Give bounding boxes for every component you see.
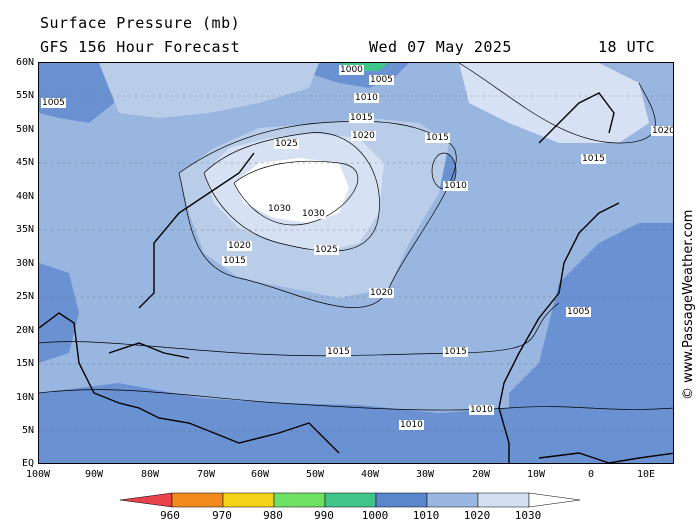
- isobar-label: 1020: [369, 288, 394, 298]
- coast-us-east: [138, 152, 255, 309]
- lat-label: 15N: [15, 358, 34, 369]
- legend-swatch-1000: [324, 492, 377, 508]
- isobar-1020: [178, 120, 457, 308]
- isobar-label: 1025: [274, 139, 299, 149]
- pressure-map-svg: [39, 63, 673, 463]
- lat-label: EQ: [21, 458, 34, 469]
- isobar-label: 1015: [326, 347, 351, 357]
- pressure-map: 1005 1000 1005 1010 1015 1020 1025 1030 …: [38, 62, 674, 464]
- forecast-time: 18 UTC: [598, 38, 656, 56]
- legend-swatch-1030: [477, 492, 530, 508]
- isobar-label: 1010: [399, 420, 424, 430]
- lon-label: 90W: [84, 469, 104, 480]
- lat-label: 25N: [15, 291, 34, 302]
- isobar-label: 1030: [301, 209, 326, 219]
- lon-label: 50W: [305, 469, 325, 480]
- legend-label: 1000: [361, 509, 389, 522]
- lon-label: 30W: [415, 469, 435, 480]
- pressure-zone-1025-ne: [459, 63, 649, 143]
- isobar-label: 1010: [469, 405, 494, 415]
- pressure-zone-1010-africa: [509, 223, 673, 463]
- isobar-label: 1015: [443, 347, 468, 357]
- isobar-label: 1025: [314, 245, 339, 255]
- isobar-label: 1000: [339, 65, 364, 75]
- isobar-label: 1005: [41, 98, 66, 108]
- isobar-1010-south: [39, 389, 673, 411]
- lat-label: 55N: [15, 90, 34, 101]
- lat-label: 50N: [15, 124, 34, 135]
- lat-label: 40N: [15, 191, 34, 202]
- legend-label: 990: [314, 509, 334, 522]
- legend-colorbar: [119, 492, 581, 508]
- legend-label: 1030: [514, 509, 542, 522]
- legend-label: 1020: [463, 509, 491, 522]
- forecast-date: Wed 07 May 2025: [369, 38, 512, 56]
- isobar-label: 1015: [581, 154, 606, 164]
- lat-label: 45N: [15, 157, 34, 168]
- lat-label: 35N: [15, 224, 34, 235]
- isobar-label: 1015: [425, 133, 450, 143]
- isobar-label: 1020: [351, 131, 376, 141]
- lon-label: 70W: [196, 469, 216, 480]
- lon-label: 10E: [636, 469, 656, 480]
- lon-label: 20W: [471, 469, 491, 480]
- lon-label: 0: [587, 469, 595, 480]
- isobar-label: 1010: [354, 93, 379, 103]
- coast-americas: [39, 312, 340, 454]
- coast-africa-iberia: [498, 202, 620, 463]
- legend-swatch-1010: [375, 492, 428, 508]
- pressure-high-center: [234, 158, 349, 223]
- isobar-label: 1020: [651, 126, 674, 136]
- legend-label: 980: [263, 509, 283, 522]
- isobar-label: 1030: [267, 204, 292, 214]
- legend-swatch-max: [528, 492, 581, 508]
- legend-label: 960: [160, 509, 180, 522]
- chart-subtitle: GFS 156 Hour Forecast: [40, 38, 241, 56]
- isobar-1025-ne: [458, 63, 656, 144]
- chart-title: Surface Pressure (mb): [40, 14, 241, 32]
- lon-label: 60W: [250, 469, 270, 480]
- lat-label: 10N: [15, 392, 34, 403]
- coastlines: [39, 92, 673, 463]
- isobar-label: 1010: [443, 181, 468, 191]
- legend-label: 970: [212, 509, 232, 522]
- isobar-label: 1005: [369, 75, 394, 85]
- credit-watermark: © www.PassageWeather.com: [681, 210, 696, 400]
- legend-swatch-990: [273, 492, 326, 508]
- credit-text: © www.PassageWeather.com: [681, 210, 696, 400]
- lat-label: 5N: [21, 425, 34, 436]
- lat-label: 30N: [15, 258, 34, 269]
- pressure-zone-1020-labrador: [99, 63, 319, 118]
- coast-gulf-guinea: [538, 452, 673, 463]
- isobar-label: 1005: [566, 307, 591, 317]
- isobar-1030: [233, 160, 359, 226]
- coast-cuba: [108, 342, 190, 359]
- legend-swatch-970: [171, 492, 224, 508]
- isobar-label: 1015: [349, 113, 374, 123]
- lon-label: 10W: [526, 469, 546, 480]
- lat-label: 20N: [15, 325, 34, 336]
- pressure-zone-1010-canada: [39, 63, 114, 123]
- lon-label: 100W: [25, 469, 51, 480]
- isobar-1025: [203, 132, 380, 252]
- legend-swatch-980: [222, 492, 275, 508]
- lat-label: 60N: [15, 57, 34, 68]
- isobar-label: 1015: [222, 256, 247, 266]
- coast-uk: [538, 92, 615, 144]
- legend-label: 1010: [412, 509, 440, 522]
- legend-swatch-960: [119, 492, 173, 508]
- lon-label: 80W: [140, 469, 160, 480]
- isobar-label: 1020: [227, 241, 252, 251]
- legend-swatch-1020: [426, 492, 479, 508]
- lon-label: 40W: [360, 469, 380, 480]
